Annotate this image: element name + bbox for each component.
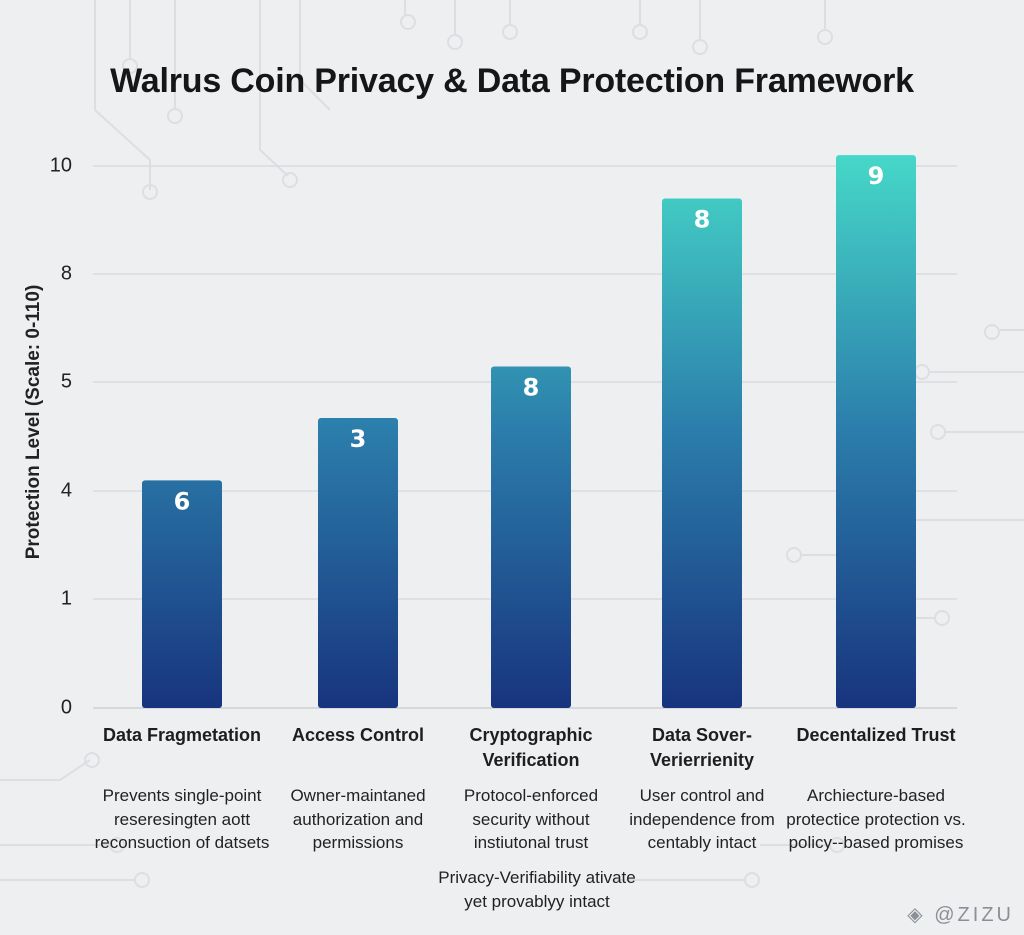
bar [662, 198, 742, 708]
bar-value-label: 9 [868, 162, 885, 190]
bar [836, 155, 916, 708]
bar [142, 480, 222, 708]
y-tick-label: 10 [49, 154, 72, 177]
y-tick-label: 5 [60, 370, 72, 393]
x-category-label: Data Sover-Verierrienity [649, 725, 755, 770]
category-description: User control and independence from centa… [629, 786, 775, 852]
category-description: Archiecture-based protectice protection … [786, 786, 966, 852]
bar-value-label: 3 [350, 425, 367, 453]
category-description: Owner-maintaned authorization and permis… [290, 786, 426, 852]
x-category-label: Decentalized Trust [796, 725, 956, 745]
chart-title: Walrus Coin Privacy & Data Protection Fr… [110, 62, 914, 100]
bar [491, 366, 571, 708]
x-category-label: Access Control [291, 725, 425, 745]
diamond-logo-icon: ◈ [907, 904, 926, 926]
bar [318, 418, 398, 708]
bar-value-label: 8 [523, 374, 540, 402]
watermark-text: @ZIZU [934, 904, 1014, 926]
y-tick-label: 0 [60, 696, 72, 719]
x-category-label: Cryptographic Verification [469, 725, 593, 770]
bars: 6 3 8 8 9 [142, 155, 916, 708]
bar-value-label: 6 [174, 487, 191, 515]
y-tick-label: 4 [60, 479, 72, 502]
x-category-label: Data Fragmetation [102, 725, 262, 745]
annotation-note: Privacy-Verifiability ativate yet provab… [438, 868, 636, 911]
y-tick-label: 1 [60, 587, 72, 610]
bar-value-label: 8 [694, 206, 711, 234]
category-description: Prevents single-point reseresingten aott… [94, 786, 270, 852]
y-tick-label: 8 [60, 262, 72, 285]
category-description: Protocol-enforced security without insti… [463, 786, 599, 852]
watermark: ◈ @ZIZU [907, 902, 1014, 927]
